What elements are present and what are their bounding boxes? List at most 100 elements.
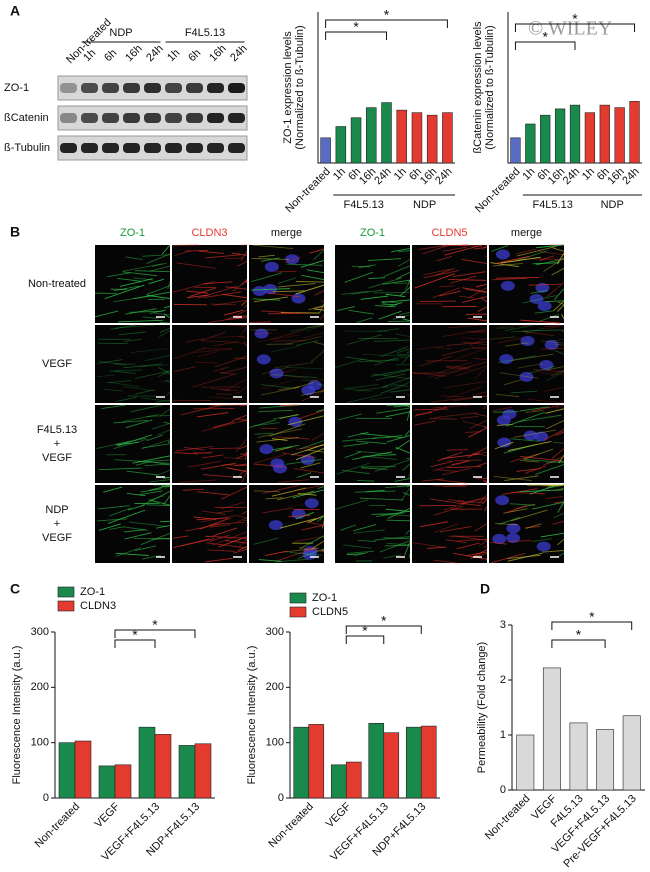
significance-label: *	[362, 623, 368, 639]
streak	[244, 400, 248, 402]
streak	[414, 420, 436, 426]
streak	[174, 452, 198, 455]
streak	[94, 310, 119, 318]
streak	[155, 399, 171, 403]
streak	[291, 444, 325, 456]
bar	[584, 112, 596, 164]
streak	[206, 542, 248, 549]
streak	[254, 453, 287, 464]
streak	[209, 303, 236, 306]
streak	[354, 490, 396, 493]
streak	[306, 324, 325, 329]
streak	[536, 244, 564, 249]
micrograph	[489, 244, 565, 324]
streak	[258, 254, 275, 258]
streak	[482, 244, 488, 250]
streak	[433, 523, 459, 534]
streak	[307, 515, 325, 523]
streak	[474, 523, 488, 532]
streak	[149, 479, 171, 483]
streak	[96, 440, 132, 450]
streak	[98, 467, 142, 471]
streak	[176, 262, 216, 269]
streak	[468, 337, 488, 347]
bar	[366, 107, 377, 164]
streak	[524, 465, 547, 474]
micrograph-bg	[412, 485, 487, 563]
streak	[510, 438, 540, 442]
streak	[296, 281, 325, 283]
blot-band	[228, 113, 245, 123]
streak	[285, 458, 323, 465]
blot-band	[81, 113, 98, 123]
micrograph	[335, 245, 411, 324]
streak	[126, 492, 146, 497]
micrograph-column-label: merge	[271, 227, 302, 239]
nucleus	[519, 371, 534, 382]
streak	[220, 501, 245, 510]
streak	[436, 256, 453, 262]
streak	[213, 366, 229, 372]
streak	[519, 489, 564, 493]
streak	[362, 454, 396, 457]
streak	[422, 244, 448, 255]
streak	[261, 310, 296, 314]
streak	[243, 341, 248, 347]
streak	[212, 421, 235, 429]
y-tick-label: 0	[278, 792, 284, 804]
nucleus	[268, 520, 283, 531]
streak	[544, 324, 565, 328]
nucleus	[252, 286, 267, 297]
streak	[356, 440, 387, 445]
streak	[553, 512, 565, 519]
streak	[157, 429, 171, 436]
bar	[426, 114, 438, 164]
streak	[402, 492, 411, 496]
streak	[533, 368, 564, 373]
legend-label: ZO-1	[312, 592, 337, 604]
micrograph	[335, 404, 411, 483]
bar	[194, 743, 212, 799]
micrograph-row-label: VEGF	[42, 358, 72, 370]
streak	[498, 516, 520, 525]
streak	[461, 259, 488, 265]
streak	[496, 276, 540, 279]
micrograph-bg	[172, 325, 247, 403]
streak	[272, 444, 299, 451]
streak	[253, 463, 286, 468]
micrograph	[412, 244, 488, 323]
streak	[301, 390, 325, 402]
streak	[439, 526, 472, 533]
streak	[545, 460, 565, 464]
streak	[254, 432, 274, 435]
significance-bracket	[514, 41, 576, 50]
streak	[379, 540, 411, 553]
streak	[224, 257, 243, 260]
y-tick-label: 0	[500, 784, 506, 796]
streak	[233, 357, 248, 360]
micrograph	[489, 404, 565, 483]
streak	[313, 306, 325, 309]
streak	[427, 546, 446, 549]
panel-label: B	[10, 224, 20, 240]
nucleus	[499, 354, 514, 365]
streak	[532, 405, 560, 412]
streak	[201, 340, 241, 343]
streak	[184, 250, 208, 252]
streak	[253, 296, 289, 303]
streak	[179, 479, 218, 483]
streak	[491, 245, 509, 252]
streak	[385, 508, 411, 512]
bar	[510, 137, 521, 164]
streak	[525, 523, 542, 530]
streak	[444, 381, 487, 389]
streak	[524, 459, 565, 463]
y-tick-label: 3	[500, 619, 506, 631]
streak	[196, 412, 229, 418]
streak	[241, 510, 248, 515]
streak	[432, 461, 467, 472]
bar	[629, 101, 640, 164]
streak	[342, 437, 378, 442]
streak	[483, 404, 488, 410]
streak	[135, 370, 171, 379]
